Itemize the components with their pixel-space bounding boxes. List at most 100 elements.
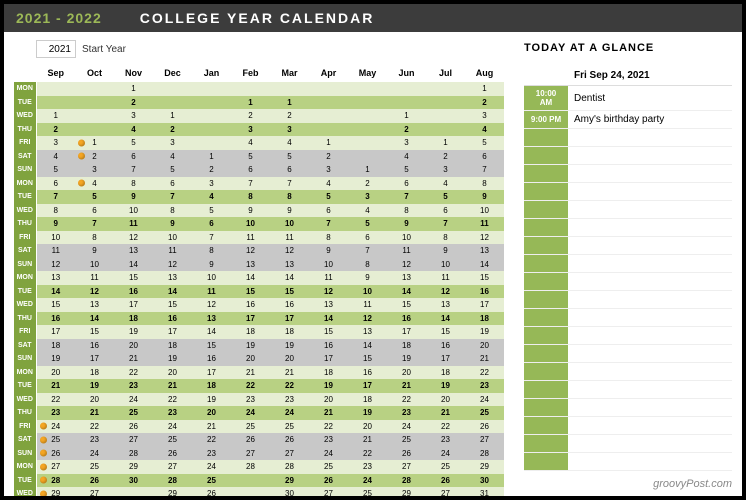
- day-cell[interactable]: 18: [192, 379, 231, 393]
- day-cell[interactable]: 25: [270, 420, 309, 434]
- day-cell[interactable]: 6: [75, 204, 114, 218]
- day-cell[interactable]: 12: [75, 285, 114, 299]
- day-cell[interactable]: [36, 82, 75, 96]
- day-cell[interactable]: 8: [465, 177, 504, 191]
- day-cell[interactable]: 9: [387, 217, 426, 231]
- day-cell[interactable]: 8: [75, 231, 114, 245]
- day-cell[interactable]: 7: [348, 244, 387, 258]
- day-cell[interactable]: 18: [114, 312, 153, 326]
- day-cell[interactable]: 11: [309, 271, 348, 285]
- day-cell[interactable]: 23: [114, 379, 153, 393]
- day-cell[interactable]: 5: [153, 163, 192, 177]
- day-cell[interactable]: 26: [426, 474, 465, 488]
- day-cell[interactable]: 15: [270, 285, 309, 299]
- day-cell[interactable]: 10: [36, 231, 75, 245]
- day-cell[interactable]: 24: [270, 406, 309, 420]
- day-cell[interactable]: [387, 82, 426, 96]
- day-cell[interactable]: 3: [114, 109, 153, 123]
- day-cell[interactable]: 16: [465, 285, 504, 299]
- day-cell[interactable]: 5: [309, 190, 348, 204]
- day-cell[interactable]: 20: [36, 366, 75, 380]
- day-cell[interactable]: 13: [153, 271, 192, 285]
- day-cell[interactable]: 10: [270, 217, 309, 231]
- day-cell[interactable]: 6: [153, 177, 192, 191]
- day-cell[interactable]: 2: [192, 163, 231, 177]
- day-cell[interactable]: 18: [387, 339, 426, 353]
- day-cell[interactable]: 19: [36, 352, 75, 366]
- day-cell[interactable]: 14: [36, 285, 75, 299]
- day-cell[interactable]: 22: [387, 393, 426, 407]
- day-cell[interactable]: 12: [387, 258, 426, 272]
- day-cell[interactable]: 2: [426, 150, 465, 164]
- day-cell[interactable]: 22: [75, 420, 114, 434]
- day-cell[interactable]: [192, 96, 231, 110]
- day-cell[interactable]: 1: [426, 136, 465, 150]
- day-cell[interactable]: 15: [192, 339, 231, 353]
- day-cell[interactable]: 10: [348, 285, 387, 299]
- day-cell[interactable]: 25: [75, 460, 114, 474]
- day-cell[interactable]: 15: [75, 325, 114, 339]
- day-cell[interactable]: 9: [192, 258, 231, 272]
- day-cell[interactable]: 18: [465, 312, 504, 326]
- day-cell[interactable]: 11: [270, 231, 309, 245]
- day-cell[interactable]: 13: [231, 258, 270, 272]
- day-cell[interactable]: 3: [270, 123, 309, 137]
- day-cell[interactable]: 12: [465, 231, 504, 245]
- day-cell[interactable]: 4: [114, 123, 153, 137]
- day-cell[interactable]: 8: [36, 204, 75, 218]
- day-cell[interactable]: 26: [36, 447, 75, 461]
- day-cell[interactable]: 21: [36, 379, 75, 393]
- day-cell[interactable]: 20: [192, 406, 231, 420]
- day-cell[interactable]: 11: [387, 244, 426, 258]
- day-cell[interactable]: 3: [192, 177, 231, 191]
- day-cell[interactable]: 21: [426, 406, 465, 420]
- day-cell[interactable]: 10: [426, 258, 465, 272]
- day-cell[interactable]: 10: [465, 204, 504, 218]
- day-cell[interactable]: 3: [36, 136, 75, 150]
- day-cell[interactable]: 24: [75, 447, 114, 461]
- day-cell[interactable]: [192, 136, 231, 150]
- day-cell[interactable]: 20: [426, 393, 465, 407]
- day-cell[interactable]: 27: [36, 460, 75, 474]
- day-cell[interactable]: 16: [75, 339, 114, 353]
- day-cell[interactable]: 8: [348, 258, 387, 272]
- day-cell[interactable]: 19: [270, 339, 309, 353]
- day-cell[interactable]: 1: [387, 109, 426, 123]
- day-cell[interactable]: 7: [192, 231, 231, 245]
- day-cell[interactable]: 28: [114, 447, 153, 461]
- day-cell[interactable]: 10: [231, 217, 270, 231]
- day-cell[interactable]: 10: [114, 204, 153, 218]
- day-cell[interactable]: [309, 109, 348, 123]
- day-cell[interactable]: 19: [231, 339, 270, 353]
- day-cell[interactable]: 30: [465, 474, 504, 488]
- day-cell[interactable]: 23: [309, 433, 348, 447]
- day-cell[interactable]: 12: [192, 298, 231, 312]
- day-cell[interactable]: 12: [270, 244, 309, 258]
- day-cell[interactable]: 7: [426, 217, 465, 231]
- day-cell[interactable]: 1: [153, 109, 192, 123]
- day-cell[interactable]: 19: [387, 352, 426, 366]
- day-cell[interactable]: [348, 136, 387, 150]
- day-cell[interactable]: 4: [36, 150, 75, 164]
- day-cell[interactable]: 3: [387, 136, 426, 150]
- day-cell[interactable]: 27: [426, 487, 465, 496]
- day-cell[interactable]: 29: [270, 474, 309, 488]
- day-cell[interactable]: 22: [270, 379, 309, 393]
- day-cell[interactable]: 3: [75, 163, 114, 177]
- day-cell[interactable]: 13: [36, 271, 75, 285]
- day-cell[interactable]: 23: [75, 433, 114, 447]
- day-cell[interactable]: 22: [153, 393, 192, 407]
- day-cell[interactable]: 27: [270, 447, 309, 461]
- day-cell[interactable]: 22: [36, 393, 75, 407]
- day-cell[interactable]: 22: [465, 366, 504, 380]
- day-cell[interactable]: 14: [153, 285, 192, 299]
- day-cell[interactable]: 1: [231, 96, 270, 110]
- day-cell[interactable]: 23: [192, 447, 231, 461]
- day-cell[interactable]: 24: [153, 420, 192, 434]
- day-cell[interactable]: 28: [153, 474, 192, 488]
- day-cell[interactable]: 4: [153, 150, 192, 164]
- day-cell[interactable]: 20: [114, 339, 153, 353]
- day-cell[interactable]: 7: [270, 177, 309, 191]
- day-cell[interactable]: 22: [348, 447, 387, 461]
- day-cell[interactable]: [387, 96, 426, 110]
